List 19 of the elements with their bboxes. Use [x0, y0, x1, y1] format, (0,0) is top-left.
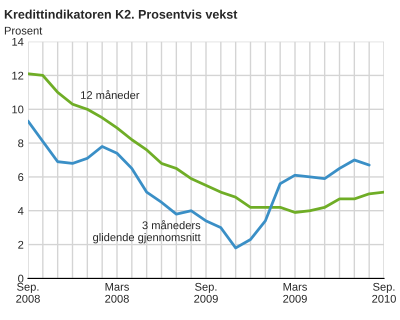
annotation: 3 måneders glidende gjennomsnitt: [93, 220, 201, 244]
line-series: [28, 120, 371, 250]
x-tick-label: Mars 2008: [105, 282, 129, 303]
line-series: [28, 72, 384, 214]
y-tick-label: 4: [18, 207, 24, 215]
x-tick-label: Sep. 2009: [194, 282, 218, 303]
x-tick-label: Sep. 2010: [372, 282, 396, 303]
y-tick-label: 14: [12, 38, 24, 46]
y-tick-label: 0: [18, 274, 24, 283]
x-tick-label: Mars 2009: [283, 282, 307, 303]
y-tick-label: 6: [18, 173, 24, 182]
chart-title: Kredittindikatoren K2. Prosentvis vekst: [4, 10, 238, 19]
y-tick-label: 10: [12, 106, 24, 114]
y-tick-label: 12: [12, 72, 24, 80]
y-tick-label: 8: [18, 139, 24, 148]
annotation: 12 måneder: [81, 90, 140, 100]
y-axis-title: Prosent: [4, 26, 42, 35]
y-tick-label: 2: [18, 240, 24, 249]
x-tick-label: Sep. 2008: [16, 282, 40, 303]
